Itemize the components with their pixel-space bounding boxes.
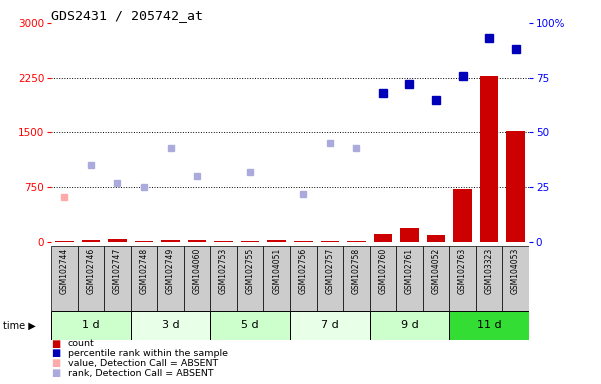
FancyBboxPatch shape xyxy=(237,246,263,311)
Bar xyxy=(241,241,260,242)
Bar xyxy=(480,76,498,242)
FancyBboxPatch shape xyxy=(78,246,104,311)
Bar xyxy=(453,189,472,242)
FancyBboxPatch shape xyxy=(263,246,290,311)
FancyBboxPatch shape xyxy=(157,246,184,311)
Bar xyxy=(82,240,100,242)
Bar xyxy=(374,234,392,242)
Text: GSM102746: GSM102746 xyxy=(87,248,96,294)
Bar xyxy=(400,228,419,242)
Text: ■: ■ xyxy=(51,368,60,378)
Text: rank, Detection Call = ABSENT: rank, Detection Call = ABSENT xyxy=(68,369,213,377)
Bar xyxy=(215,241,233,242)
FancyBboxPatch shape xyxy=(210,246,237,311)
FancyBboxPatch shape xyxy=(502,246,529,311)
Bar xyxy=(294,241,313,242)
FancyBboxPatch shape xyxy=(476,246,502,311)
FancyBboxPatch shape xyxy=(290,246,317,311)
Text: 1 d: 1 d xyxy=(82,320,100,331)
FancyBboxPatch shape xyxy=(396,246,423,311)
Text: 5 d: 5 d xyxy=(242,320,259,331)
Text: GSM102761: GSM102761 xyxy=(405,248,414,294)
Bar xyxy=(449,311,529,340)
Text: GSM102753: GSM102753 xyxy=(219,248,228,294)
Bar xyxy=(131,311,210,340)
FancyBboxPatch shape xyxy=(131,246,157,311)
Text: GSM102748: GSM102748 xyxy=(139,248,148,294)
FancyBboxPatch shape xyxy=(317,246,343,311)
Text: value, Detection Call = ABSENT: value, Detection Call = ABSENT xyxy=(68,359,218,368)
Text: ■: ■ xyxy=(51,349,60,359)
Text: percentile rank within the sample: percentile rank within the sample xyxy=(68,349,228,358)
FancyBboxPatch shape xyxy=(104,246,131,311)
Text: GSM102744: GSM102744 xyxy=(60,248,69,294)
Bar xyxy=(55,241,74,242)
Text: GSM102747: GSM102747 xyxy=(113,248,122,294)
Text: 11 d: 11 d xyxy=(477,320,501,331)
Text: GSM104052: GSM104052 xyxy=(432,248,441,294)
Text: ■: ■ xyxy=(51,339,60,349)
Text: GSM102763: GSM102763 xyxy=(458,248,467,294)
Bar xyxy=(135,241,153,242)
Text: GSM104051: GSM104051 xyxy=(272,248,281,294)
Bar xyxy=(347,241,365,242)
Text: GSM102758: GSM102758 xyxy=(352,248,361,294)
Text: 9 d: 9 d xyxy=(400,320,418,331)
Text: GSM102756: GSM102756 xyxy=(299,248,308,294)
Text: ■: ■ xyxy=(51,358,60,368)
Bar xyxy=(320,241,339,242)
Text: GSM102760: GSM102760 xyxy=(379,248,388,294)
Text: 3 d: 3 d xyxy=(162,320,179,331)
FancyBboxPatch shape xyxy=(449,246,476,311)
Text: GSM102755: GSM102755 xyxy=(246,248,255,294)
FancyBboxPatch shape xyxy=(343,246,370,311)
Bar xyxy=(370,311,449,340)
FancyBboxPatch shape xyxy=(51,246,78,311)
FancyBboxPatch shape xyxy=(370,246,396,311)
Bar xyxy=(108,239,127,242)
Text: GSM102749: GSM102749 xyxy=(166,248,175,294)
Bar xyxy=(188,240,206,242)
Bar xyxy=(51,311,131,340)
Text: GSM104060: GSM104060 xyxy=(192,248,201,294)
Text: count: count xyxy=(68,339,95,348)
FancyBboxPatch shape xyxy=(423,246,449,311)
Text: time ▶: time ▶ xyxy=(3,320,35,331)
Text: GSM103323: GSM103323 xyxy=(484,248,493,294)
Bar xyxy=(267,240,286,242)
Bar xyxy=(161,240,180,242)
Text: GDS2431 / 205742_at: GDS2431 / 205742_at xyxy=(51,9,203,22)
Text: 7 d: 7 d xyxy=(321,320,339,331)
Bar xyxy=(427,235,445,242)
Bar xyxy=(210,311,290,340)
Text: GSM104053: GSM104053 xyxy=(511,248,520,294)
Bar xyxy=(290,311,370,340)
FancyBboxPatch shape xyxy=(184,246,210,311)
Text: GSM102757: GSM102757 xyxy=(325,248,334,294)
Bar xyxy=(506,131,525,242)
